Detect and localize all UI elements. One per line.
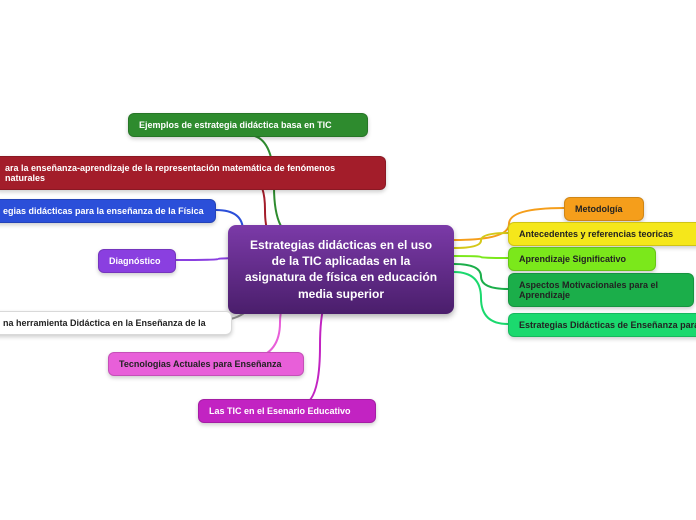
node-antecedentes[interactable]: Antecedentes y referencias teoricas [508,222,696,246]
center-label: Estrategias didácticas en el uso de la T… [245,238,437,301]
node-metodologia[interactable]: Metodolgía [564,197,644,221]
node-label: Antecedentes y referencias teoricas [519,229,673,239]
node-label: na herramienta Didáctica en la Enseñanza… [3,318,206,328]
node-label: Diagnóstico [109,256,161,266]
node-label: Tecnologias Actuales para Enseñanza [119,359,282,369]
node-estr-fisica[interactable]: egias didácticas para la enseñanza de la… [0,199,216,223]
node-ejemplos[interactable]: Ejemplos de estrategia didáctica basa en… [128,113,368,137]
connector-antecedentes [454,233,508,248]
node-rep-mat[interactable]: ara la enseñanza-aprendizaje de la repre… [0,156,386,190]
node-label: Las TIC en el Esenario Educativo [209,406,351,416]
center-node[interactable]: Estrategias didácticas en el uso de la T… [228,225,454,314]
node-motivacionales[interactable]: Aspectos Motivacionales para el Aprendiz… [508,273,694,307]
node-label: egias didácticas para la enseñanza de la… [3,206,204,216]
node-aprendizaje-sig[interactable]: Aprendizaje Significativo [508,247,656,271]
node-label: Estrategias Didácticas de Enseñanza para… [519,320,696,330]
node-label: Aprendizaje Significativo [519,254,626,264]
node-label: Ejemplos de estrategia didáctica basa en… [139,120,332,130]
node-tecnologias[interactable]: Tecnologias Actuales para Enseñanza [108,352,304,376]
node-estrategias-ap[interactable]: Estrategias Didácticas de Enseñanza para… [508,313,696,337]
node-diagnostico[interactable]: Diagnóstico [98,249,176,273]
connector-aprendizaje-sig [454,256,508,258]
connector-estrategias-ap [454,272,508,324]
node-tic-escenario[interactable]: Las TIC en el Esenario Educativo [198,399,376,423]
node-label: ara la enseñanza-aprendizaje de la repre… [5,163,335,183]
node-label: Metodolgía [575,204,623,214]
node-herramienta[interactable]: na herramienta Didáctica en la Enseñanza… [0,311,232,335]
node-label: Aspectos Motivacionales para el Aprendiz… [519,280,658,300]
connector-motivacionales [454,264,508,289]
